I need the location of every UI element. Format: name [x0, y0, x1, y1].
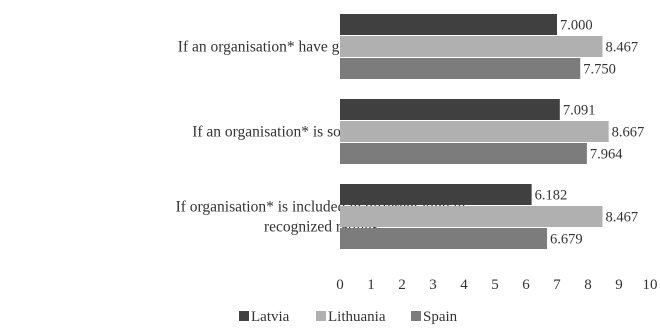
x-tick-label: 8 [584, 277, 592, 293]
data-label: 7.750 [583, 62, 616, 78]
legend-label-latvia: Latvia [251, 309, 290, 325]
x-tick-label: 4 [460, 277, 468, 293]
bar-lithuania [340, 121, 609, 142]
x-tick-label: 6 [522, 277, 530, 293]
data-label: 6.182 [535, 188, 568, 204]
bar-lithuania [340, 36, 603, 57]
x-tick-label: 10 [643, 277, 658, 293]
bar-spain [340, 143, 587, 164]
legend-swatch-latvia [239, 311, 249, 321]
legend-swatch-lithuania [316, 311, 326, 321]
data-labels: 7.000 8.467 7.750 7.091 8.667 7.964 6.182 8.467… [535, 18, 645, 248]
bar-lithuania [340, 206, 603, 227]
data-label: 6.679 [550, 232, 583, 248]
data-label: 8.667 [612, 125, 645, 141]
x-axis-ticks: 0 1 2 3 4 5 6 7 8 9 10 [336, 277, 657, 293]
x-tick-label: 0 [336, 277, 344, 293]
bar-latvia [340, 99, 560, 120]
x-tick-label: 7 [553, 277, 561, 293]
legend-swatch-spain [411, 311, 421, 321]
bar-latvia [340, 14, 557, 35]
bar-latvia [340, 184, 532, 205]
data-label: 8.467 [605, 40, 638, 56]
data-label: 8.467 [605, 210, 638, 226]
legend-label-spain: Spain [423, 309, 458, 325]
bars [340, 14, 609, 249]
x-tick-label: 2 [398, 277, 406, 293]
data-label: 7.964 [590, 147, 623, 163]
legend: Latvia Lithuania Spain [239, 309, 458, 325]
legend-label-lithuania: Lithuania [328, 309, 386, 325]
x-tick-label: 5 [491, 277, 499, 293]
x-tick-label: 9 [615, 277, 623, 293]
x-tick-label: 1 [367, 277, 375, 293]
data-label: 7.000 [560, 18, 593, 34]
data-label: 7.091 [563, 103, 596, 119]
bar-spain [340, 58, 581, 79]
x-tick-label: 3 [429, 277, 437, 293]
bar-spain [340, 228, 548, 249]
